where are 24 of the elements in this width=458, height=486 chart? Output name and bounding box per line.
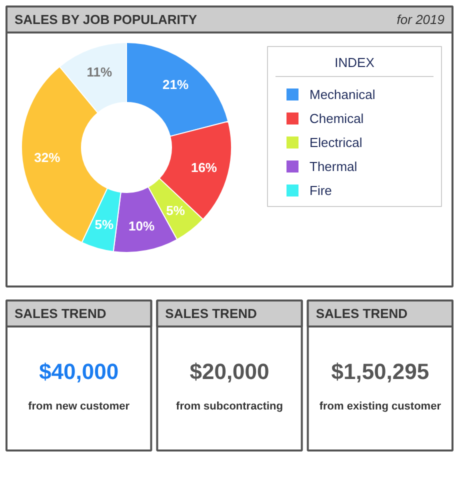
text: $40,000 xyxy=(39,359,119,384)
text: SALES TREND xyxy=(165,306,257,321)
data-label: 10% xyxy=(128,218,155,234)
text: SALES TREND xyxy=(316,306,408,321)
data-label: 16% xyxy=(190,160,218,175)
text: from existing customer xyxy=(319,400,442,412)
data-label: 5% xyxy=(94,216,114,232)
chart-title: SALES BY JOB POPULARITY xyxy=(14,12,198,27)
data-label: 5% xyxy=(166,203,186,218)
text: $20,000 xyxy=(190,359,270,384)
data-label: 32% xyxy=(34,150,61,166)
legend-label: Electrical xyxy=(310,135,362,150)
text: $1,50,295 xyxy=(331,359,430,384)
legend-label: Mechanical xyxy=(310,87,376,102)
legend-title: INDEX xyxy=(334,55,375,70)
legend-label: Thermal xyxy=(310,159,358,174)
data-label: 21% xyxy=(162,76,189,92)
text: SALES TREND xyxy=(14,306,106,321)
data-label: 11% xyxy=(86,64,112,80)
text: from new customer xyxy=(28,400,130,412)
chart-subtitle: for 2019 xyxy=(396,12,444,27)
text: from subcontracting xyxy=(176,400,283,412)
legend-label: Fire xyxy=(310,183,332,198)
legend-label: Chemical xyxy=(310,111,364,126)
